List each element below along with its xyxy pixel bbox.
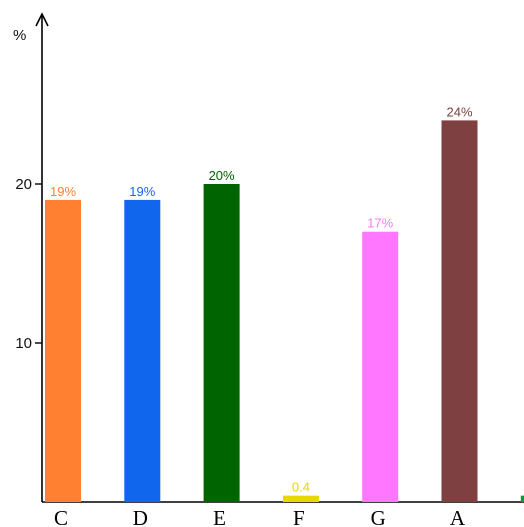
- y-tick-label: 20: [15, 176, 32, 193]
- bar-F: [282, 495, 319, 502]
- bar-A: [441, 120, 478, 503]
- y-axis-arrow: [35, 12, 49, 27]
- data-label-C: 19%: [50, 184, 76, 199]
- x-tick-label-C: C: [54, 506, 68, 527]
- y-axis-label: %: [13, 27, 26, 44]
- y-tick-label: 10: [15, 335, 32, 352]
- bar-C: [45, 199, 81, 502]
- x-tick-label-G: G: [371, 506, 386, 527]
- data-label-E: 20%: [209, 168, 235, 183]
- bar-B: [520, 495, 524, 502]
- bar-D: [124, 199, 161, 502]
- bars: [45, 120, 524, 503]
- x-tick-label-A: A: [450, 506, 466, 527]
- x-tick-label-D: D: [133, 506, 148, 527]
- x-tick-label-F: F: [293, 506, 305, 527]
- bar-E: [203, 184, 240, 502]
- data-label-F: 0.4: [292, 480, 310, 495]
- data-label-A: 24%: [446, 104, 472, 119]
- data-label-G: 17%: [367, 216, 393, 231]
- x-tick-label-E: E: [213, 506, 226, 527]
- bar-G: [362, 231, 399, 502]
- data-label-D: 19%: [129, 184, 155, 199]
